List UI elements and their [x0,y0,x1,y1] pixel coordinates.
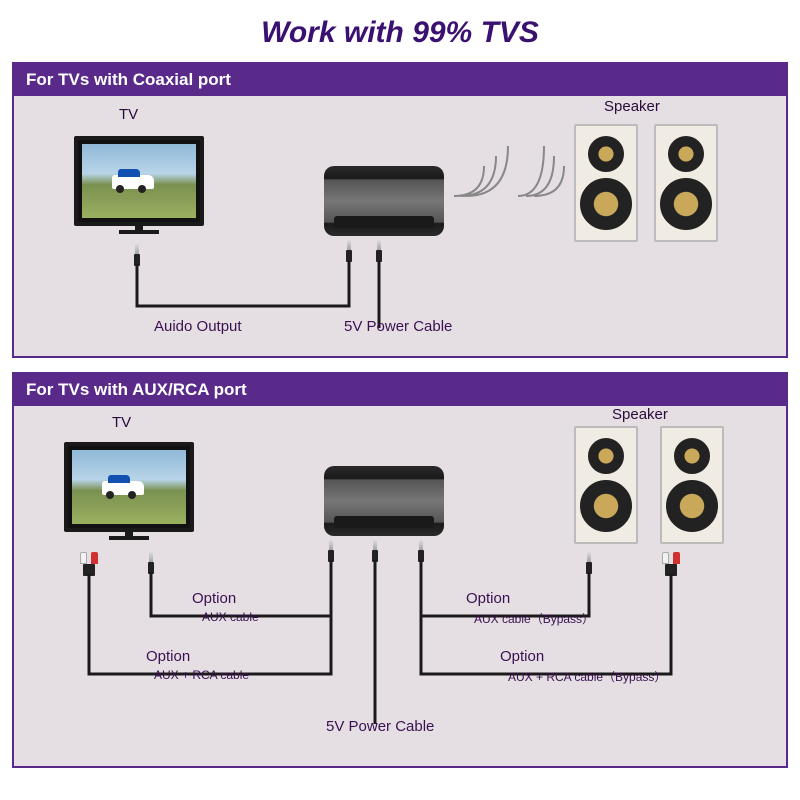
option-label-left-upper: Option [192,590,236,607]
tv-icon [74,136,204,226]
speaker-label-2: Speaker [612,406,668,423]
aux-bypass-label-right: AUX cable（Bypass） [474,610,594,627]
aux-rca-cable-label-left: AUX + RCA cable [154,668,249,682]
speaker-left-icon [574,124,638,242]
rca-connector-tv-icon [80,552,98,576]
aux-jack-speaker-icon [586,552,592,574]
panel-aux-rca: For TVs with AUX/RCA port TV Speaker [12,372,788,768]
aux-jack-device-out-icon [418,540,424,562]
panel-header-coaxial: For TVs with Coaxial port [14,64,786,96]
aux-jack-device-in-icon [328,540,334,562]
tv-label: TV [119,106,138,123]
aux-rca-bypass-label-right: AUX + RCA cable（Bypass） [508,668,666,685]
coax-jack-tv-icon [134,244,140,266]
power-cable-label: 5V Power Cable [344,318,452,335]
speaker-left-icon-2 [574,426,638,544]
panel-coaxial: For TVs with Coaxial port TV Speaker [12,62,788,358]
rca-connector-speaker-icon [662,552,680,576]
coax-jack-device-icon [346,240,352,262]
power-jack-2-icon [372,540,378,562]
tv-label-2: TV [112,414,131,431]
transmitter-device-icon-2 [324,466,444,536]
panel-body-coaxial: TV Speaker Auido Output 5V Power Cable [14,96,786,356]
option-label-left-lower: Option [146,648,190,665]
transmitter-device-icon [324,166,444,236]
aux-cable-label-left: AUX cable [202,610,259,624]
speaker-right-icon-2 [660,426,724,544]
power-jack-icon [376,240,382,262]
speaker-label: Speaker [604,98,660,115]
panel-body-aux-rca: TV Speaker [14,406,786,766]
panel-header-aux-rca: For TVs with AUX/RCA port [14,374,786,406]
aux-jack-tv-icon [148,552,154,574]
audio-output-label: Auido Output [154,318,242,335]
speaker-right-icon [654,124,718,242]
power-cable-label-2: 5V Power Cable [326,718,434,735]
tv-icon-2 [64,442,194,532]
option-label-right-lower: Option [500,648,544,665]
page-title: Work with 99% TVS [12,16,788,50]
option-label-right-upper: Option [466,590,510,607]
